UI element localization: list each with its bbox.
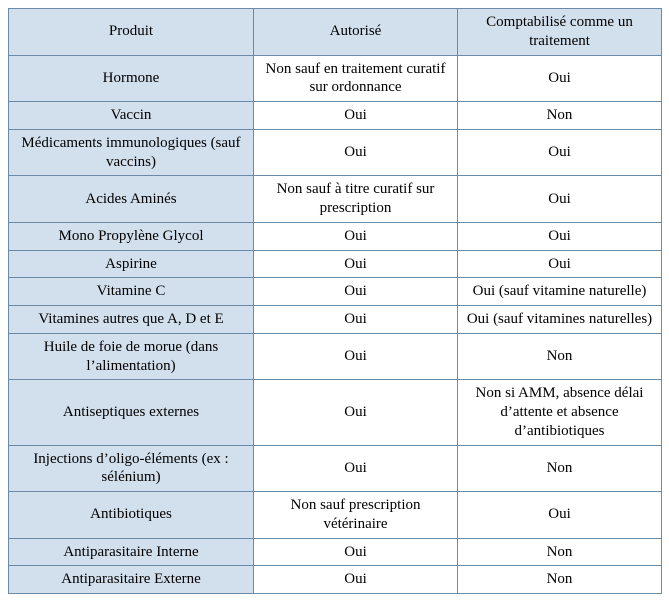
table-row: Antibiotiques Non sauf prescription vété… [9,492,662,539]
cell-authorized: Oui [254,333,458,380]
cell-authorized: Non sauf en traitement curatif sur ordon… [254,55,458,102]
cell-authorized: Oui [254,278,458,306]
cell-counted: Oui [458,55,662,102]
table-row: Injections d’oligo-éléments (ex : séléni… [9,445,662,492]
cell-authorized: Non sauf prescription vétérinaire [254,492,458,539]
cell-product: Vitamines autres que A, D et E [9,306,254,334]
cell-authorized: Oui [254,222,458,250]
cell-product: Antiparasitaire Externe [9,566,254,594]
table-header: Produit Autorisé Comptabilisé comme un t… [9,9,662,56]
table-row: Huile de foie de morue (dans l’alimentat… [9,333,662,380]
cell-product: Injections d’oligo-éléments (ex : séléni… [9,445,254,492]
header-autorise: Autorisé [254,9,458,56]
table-row: Vaccin Oui Non [9,102,662,130]
cell-product: Antibiotiques [9,492,254,539]
cell-counted: Oui [458,492,662,539]
cell-product: Acides Aminés [9,176,254,223]
cell-counted: Oui (sauf vitamine naturelle) [458,278,662,306]
header-row: Produit Autorisé Comptabilisé comme un t… [9,9,662,56]
cell-product: Antiparasitaire Interne [9,538,254,566]
cell-product: Vitamine C [9,278,254,306]
table-row: Médicaments immunologiques (sauf vaccins… [9,129,662,176]
cell-product: Hormone [9,55,254,102]
treatment-table: Produit Autorisé Comptabilisé comme un t… [8,8,662,594]
table-row: Antiparasitaire Interne Oui Non [9,538,662,566]
cell-product: Huile de foie de morue (dans l’alimentat… [9,333,254,380]
table-row: Aspirine Oui Oui [9,250,662,278]
cell-counted: Oui [458,250,662,278]
header-produit: Produit [9,9,254,56]
table-row: Antiparasitaire Externe Oui Non [9,566,662,594]
cell-counted: Oui [458,222,662,250]
cell-product: Antiseptiques externes [9,380,254,445]
cell-authorized: Oui [254,380,458,445]
cell-authorized: Oui [254,566,458,594]
cell-authorized: Oui [254,250,458,278]
cell-counted: Oui (sauf vitamines naturelles) [458,306,662,334]
cell-authorized: Non sauf à titre curatif sur prescriptio… [254,176,458,223]
cell-counted: Non [458,102,662,130]
cell-counted: Non [458,445,662,492]
cell-authorized: Oui [254,445,458,492]
header-comptabilise: Comptabilisé comme un traitement [458,9,662,56]
cell-authorized: Oui [254,129,458,176]
table-row: Vitamines autres que A, D et E Oui Oui (… [9,306,662,334]
table-body: Hormone Non sauf en traitement curatif s… [9,55,662,594]
table-row: Antiseptiques externes Oui Non si AMM, a… [9,380,662,445]
table-row: Hormone Non sauf en traitement curatif s… [9,55,662,102]
cell-counted: Non si AMM, absence délai d’attente et a… [458,380,662,445]
cell-counted: Non [458,538,662,566]
table-row: Acides Aminés Non sauf à titre curatif s… [9,176,662,223]
cell-authorized: Oui [254,306,458,334]
cell-counted: Non [458,566,662,594]
table-row: Vitamine C Oui Oui (sauf vitamine nature… [9,278,662,306]
cell-product: Vaccin [9,102,254,130]
cell-product: Mono Propylène Glycol [9,222,254,250]
cell-authorized: Oui [254,538,458,566]
cell-counted: Non [458,333,662,380]
cell-product: Aspirine [9,250,254,278]
table-row: Mono Propylène Glycol Oui Oui [9,222,662,250]
cell-authorized: Oui [254,102,458,130]
cell-product: Médicaments immunologiques (sauf vaccins… [9,129,254,176]
cell-counted: Oui [458,176,662,223]
cell-counted: Oui [458,129,662,176]
